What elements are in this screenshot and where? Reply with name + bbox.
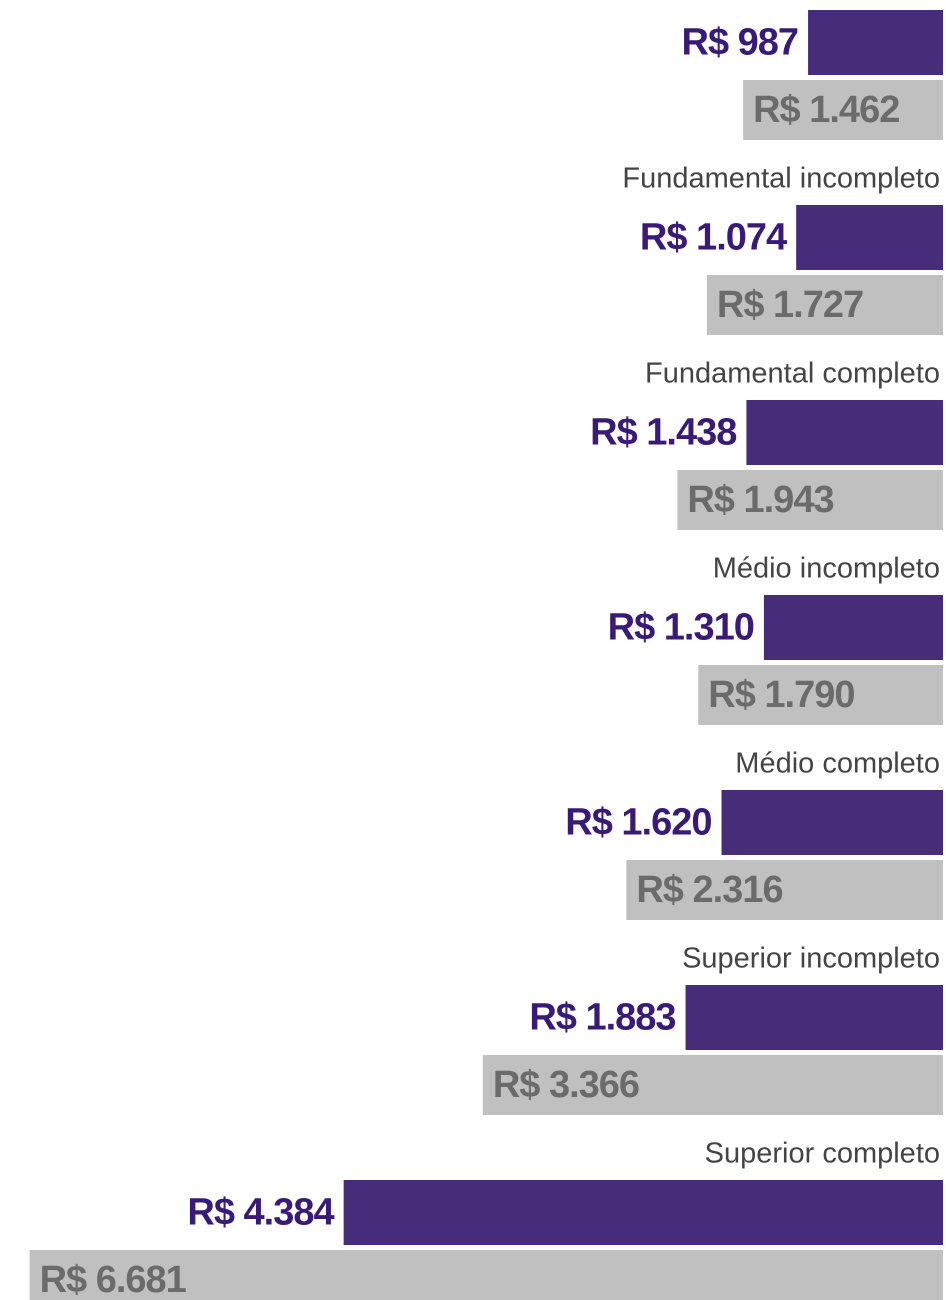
value-label: R$ 1.883 — [529, 997, 675, 1039]
bar — [677, 470, 943, 530]
category-label: Superior incompleto — [682, 943, 940, 975]
value-label: R$ 1.310 — [608, 607, 754, 649]
bar — [482, 1055, 943, 1115]
bar — [706, 275, 943, 335]
bar — [343, 1180, 943, 1245]
value-label: R$ 1.438 — [590, 412, 736, 454]
bar — [626, 860, 943, 920]
value-label: R$ 1.943 — [687, 479, 833, 521]
bar — [29, 1250, 944, 1300]
value-label: R$ 1.727 — [717, 284, 863, 326]
bar — [743, 80, 943, 140]
value-label: R$ 1.620 — [565, 802, 711, 844]
category-label: Médio incompleto — [713, 553, 940, 585]
category-label: Fundamental completo — [645, 358, 940, 390]
bar — [808, 10, 943, 75]
value-label: R$ 1.074 — [640, 217, 787, 259]
value-label: R$ 1.462 — [753, 89, 899, 131]
bar — [721, 790, 943, 855]
bar — [763, 595, 943, 660]
category-label: Superior completo — [705, 1138, 940, 1170]
bar — [698, 665, 943, 725]
bar — [746, 400, 943, 465]
value-label: R$ 2.316 — [636, 869, 782, 911]
bar — [685, 985, 943, 1050]
value-label: R$ 3.366 — [493, 1064, 639, 1106]
category-label: Fundamental incompleto — [622, 163, 940, 195]
bar — [796, 205, 943, 270]
value-label: R$ 6.681 — [40, 1259, 187, 1300]
category-label: Médio completo — [735, 748, 940, 780]
value-label: R$ 1.790 — [708, 674, 854, 716]
value-label: R$ 4.384 — [187, 1192, 334, 1234]
value-label: R$ 987 — [682, 22, 799, 64]
